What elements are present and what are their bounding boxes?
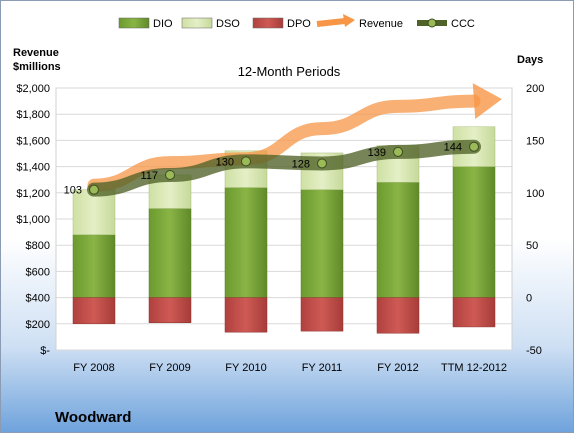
- left-tick-label: $1,800: [16, 109, 50, 121]
- ccc-point: [241, 156, 251, 167]
- legend-swatch-dio: [118, 17, 150, 29]
- bar-dpo: [376, 297, 420, 334]
- bar-dpo: [72, 297, 116, 325]
- legend-swatch-dso: [181, 17, 213, 29]
- left-tick-label: $1,400: [16, 162, 50, 174]
- revenue-line: [87, 94, 481, 192]
- legend-label: Revenue: [359, 18, 403, 30]
- bar-dpo: [148, 297, 192, 324]
- right-axis-label: Days: [517, 54, 543, 66]
- bar-dpo: [452, 297, 496, 328]
- ccc-data-label: 144: [444, 142, 462, 154]
- ccc-point: [393, 146, 403, 157]
- ccc-line: [87, 139, 481, 197]
- ccc-data-label: 117: [140, 170, 158, 182]
- category-label: FY 2010: [225, 362, 266, 374]
- right-tick-label: 50: [526, 240, 538, 252]
- ccc-data-label: 139: [368, 147, 386, 159]
- ccc-data-label: 128: [292, 158, 310, 170]
- right-tick-label: 150: [526, 135, 544, 147]
- ccc-point: [469, 141, 479, 152]
- right-tick-label: 100: [526, 188, 544, 200]
- left-tick-label: $200: [26, 319, 50, 331]
- bar-dso: [72, 189, 116, 235]
- left-tick-label: $1,000: [16, 214, 50, 226]
- left-tick-label: $600: [26, 266, 50, 278]
- revenue-arrowhead: [472, 83, 502, 120]
- bar-dio: [148, 208, 192, 298]
- category-label: FY 2011: [302, 362, 343, 374]
- right-tick-label: 0: [526, 293, 532, 305]
- legend-label: CCC: [451, 18, 475, 30]
- bar-dio: [300, 189, 344, 298]
- bar-dio: [224, 187, 268, 298]
- left-tick-label: $400: [26, 293, 50, 305]
- category-label: FY 2008: [73, 362, 114, 374]
- left-axis-label-line1: Revenue: [13, 47, 59, 59]
- bar-dpo: [224, 297, 268, 333]
- bar-dpo: [300, 297, 344, 332]
- legend-label: DSO: [216, 18, 240, 30]
- legend-swatch-dpo: [252, 17, 284, 29]
- legend-swatch-revenue: [316, 18, 346, 27]
- bar-dio: [376, 182, 420, 298]
- category-label: FY 2009: [149, 362, 190, 374]
- left-tick-label: $2,000: [16, 83, 50, 95]
- left-tick-label: $1,600: [16, 135, 50, 147]
- category-label: FY 2012: [377, 362, 418, 374]
- right-tick-label: 200: [526, 83, 544, 95]
- ccc-point: [317, 158, 327, 169]
- bar-dio: [452, 166, 496, 298]
- legend-arrowhead: [343, 14, 355, 27]
- ccc-data-label: 103: [64, 185, 82, 197]
- left-tick-label: $-: [40, 345, 50, 357]
- ccc-point: [165, 169, 175, 180]
- ccc-point: [89, 184, 99, 195]
- legend-marker-ccc: [427, 18, 437, 28]
- left-axis-label-line2: $millions: [13, 61, 61, 73]
- legend-label: DIO: [153, 18, 173, 30]
- right-tick-label: -50: [526, 345, 542, 357]
- legend-label: DPO: [287, 18, 311, 30]
- bar-dio: [72, 234, 116, 298]
- company-name: Woodward: [55, 409, 131, 426]
- category-label: TTM 12-2012: [441, 362, 507, 374]
- ccc-data-label: 130: [216, 156, 234, 168]
- left-tick-label: $800: [26, 240, 50, 252]
- chart-title: 12-Month Periods: [238, 64, 341, 79]
- left-tick-label: $1,200: [16, 188, 50, 200]
